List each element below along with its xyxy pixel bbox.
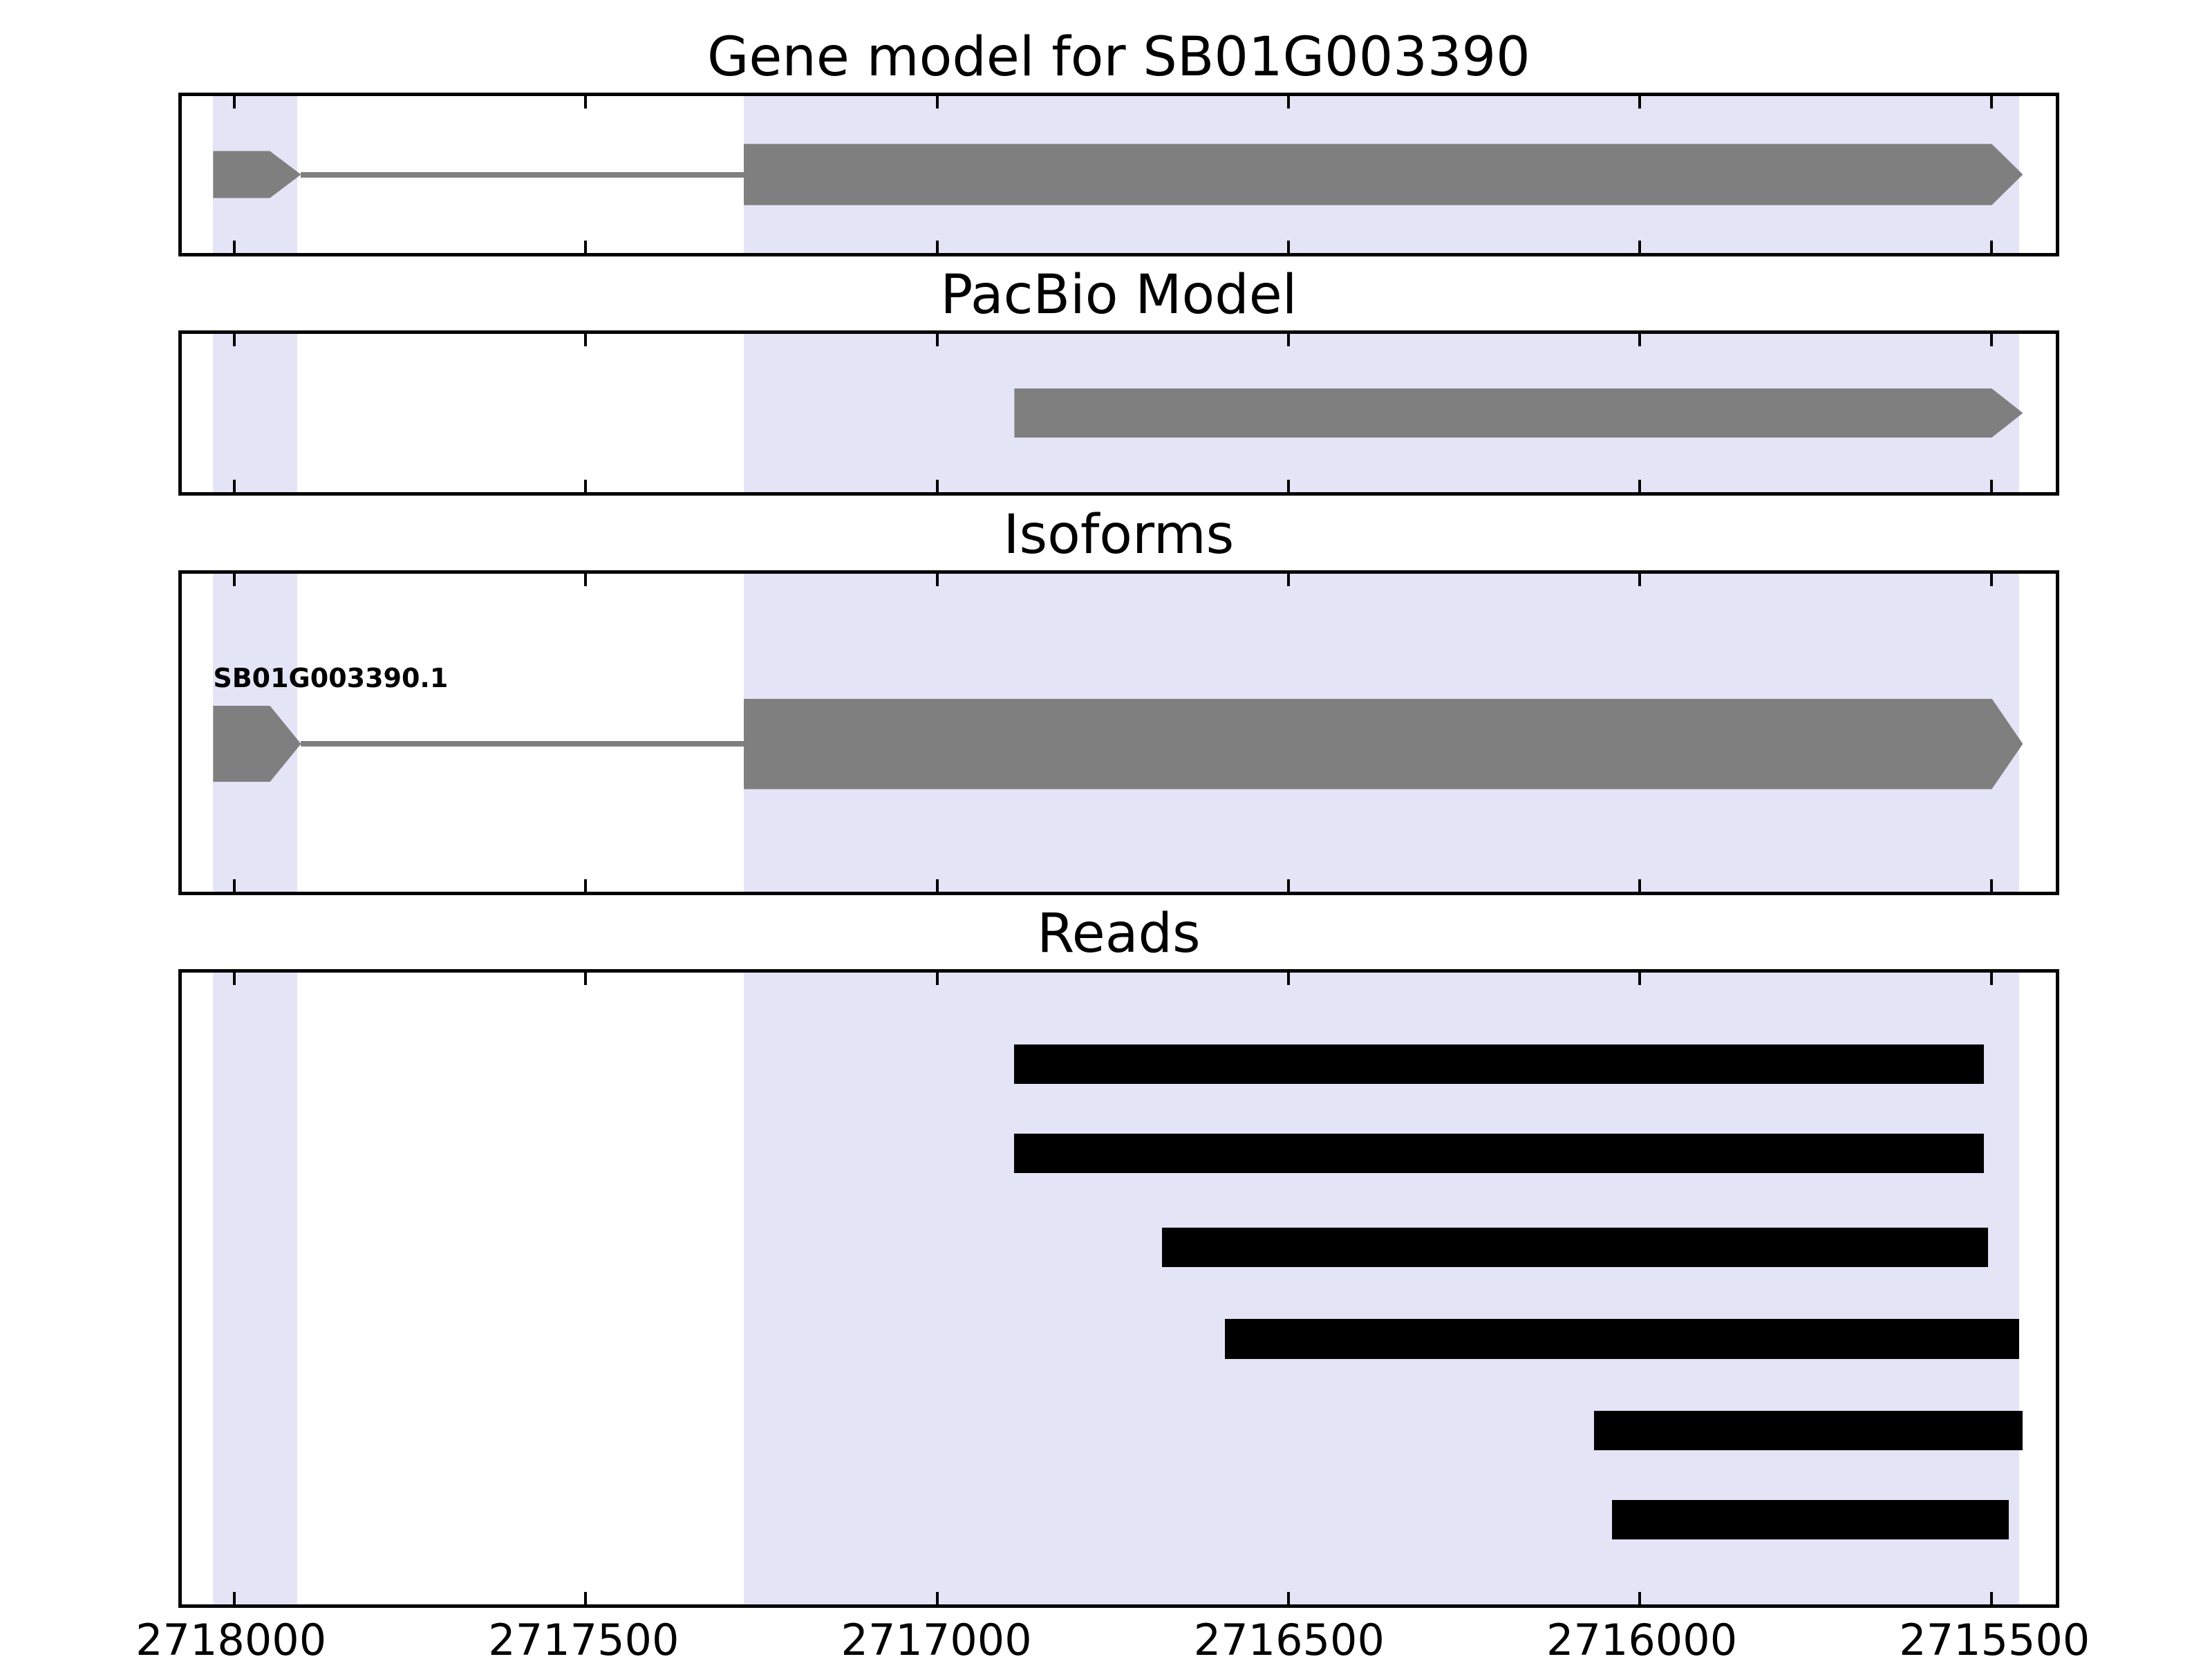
x-tick-label: 2717500 — [488, 1615, 679, 1659]
axis-tick — [232, 574, 236, 586]
axis-tick — [584, 1592, 588, 1604]
axis-tick — [935, 241, 939, 253]
axis-tick — [584, 241, 588, 253]
axis-tick — [1638, 96, 1642, 109]
intron-line — [301, 171, 744, 178]
isoform-label: SB01G003390.1 — [213, 662, 449, 693]
x-tick-label: 2715500 — [1899, 1615, 2090, 1659]
axis-tick — [935, 973, 939, 985]
axis-tick — [1989, 96, 1993, 109]
axis-tick — [935, 334, 939, 346]
axis-tick — [1989, 1592, 1993, 1604]
x-tick-label: 2718000 — [135, 1615, 327, 1659]
read-bar — [1014, 1133, 1985, 1174]
x-tick-label: 2716000 — [1546, 1615, 1738, 1659]
read-bar — [1225, 1319, 2020, 1359]
axis-tick — [1286, 96, 1290, 109]
axis-tick — [232, 334, 236, 346]
x-tick-label: 2716500 — [1193, 1615, 1385, 1659]
axis-tick — [584, 480, 588, 492]
axis-tick — [1286, 973, 1290, 985]
panel-title-isoforms: Isoforms — [1003, 504, 1235, 566]
axis-tick — [1638, 973, 1642, 985]
panel-title-reads: Reads — [1037, 903, 1201, 965]
axis-tick — [935, 879, 939, 892]
axis-tick — [1638, 574, 1642, 586]
axis-tick — [584, 574, 588, 586]
axis-tick — [1286, 334, 1290, 346]
read-bar — [1014, 1044, 1985, 1085]
axis-tick — [1286, 1592, 1290, 1604]
axis-tick — [935, 96, 939, 109]
axis-tick — [232, 96, 236, 109]
axis-tick — [232, 1592, 236, 1604]
axis-tick — [232, 480, 236, 492]
axis-tick — [1638, 480, 1642, 492]
exon-block — [1014, 388, 2023, 438]
panel-title-gene-model: Gene model for SB01G003390 — [706, 26, 1530, 88]
read-bar — [1594, 1410, 2023, 1451]
highlight-region — [213, 334, 298, 492]
panel-isoforms: SB01G003390.1 — [178, 570, 2060, 895]
axis-tick — [1638, 1592, 1642, 1604]
panel-gene-model — [178, 93, 2060, 256]
axis-tick — [935, 1592, 939, 1604]
axis-tick — [232, 879, 236, 892]
panel-reads — [178, 969, 2060, 1608]
axis-tick — [1989, 241, 1993, 253]
axis-tick — [232, 241, 236, 253]
axis-tick — [232, 973, 236, 985]
highlight-region — [213, 973, 298, 1604]
axis-tick — [584, 96, 588, 109]
axis-tick — [1989, 574, 1993, 586]
axis-tick — [1286, 879, 1290, 892]
axis-tick — [1286, 241, 1290, 253]
axis-tick — [1638, 334, 1642, 346]
axis-tick — [1286, 480, 1290, 492]
axis-tick — [935, 574, 939, 586]
exon-block — [744, 144, 2023, 205]
axis-tick — [584, 334, 588, 346]
axis-tick — [584, 879, 588, 892]
axis-tick — [1638, 241, 1642, 253]
axis-tick — [935, 480, 939, 492]
read-bar — [1161, 1227, 1988, 1268]
panel-gene-model — [178, 330, 2060, 496]
axis-tick — [1638, 879, 1642, 892]
intron-line — [301, 741, 744, 747]
axis-tick — [1989, 334, 1993, 346]
axis-tick — [1989, 480, 1993, 492]
axis-tick — [1286, 574, 1290, 586]
x-tick-label: 2717000 — [841, 1615, 1032, 1659]
panel-title-pacbio-model: PacBio Model — [940, 264, 1297, 326]
exon-block — [744, 699, 2023, 789]
axis-tick — [584, 973, 588, 985]
axis-tick — [1989, 879, 1993, 892]
read-bar — [1611, 1499, 2009, 1540]
axis-tick — [1989, 973, 1993, 985]
